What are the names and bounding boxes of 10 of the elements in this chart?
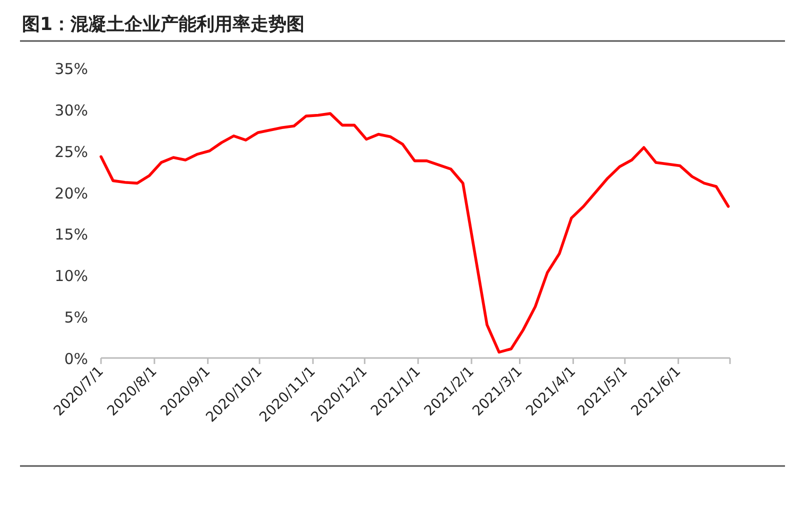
line-series [100, 112, 730, 354]
y-tick-label: 35% [54, 60, 88, 78]
chart-title: 图1：混凝土企业产能利用率走势图 [22, 14, 305, 35]
y-tick-label: 0% [64, 350, 88, 368]
y-tick-label: 5% [64, 308, 88, 327]
y-tick-label: 10% [54, 267, 88, 286]
y-tick-label: 30% [54, 101, 88, 120]
y-tick-label: 25% [54, 142, 88, 161]
y-tick-label: 15% [54, 226, 88, 244]
y-tick-label: 20% [54, 184, 88, 202]
